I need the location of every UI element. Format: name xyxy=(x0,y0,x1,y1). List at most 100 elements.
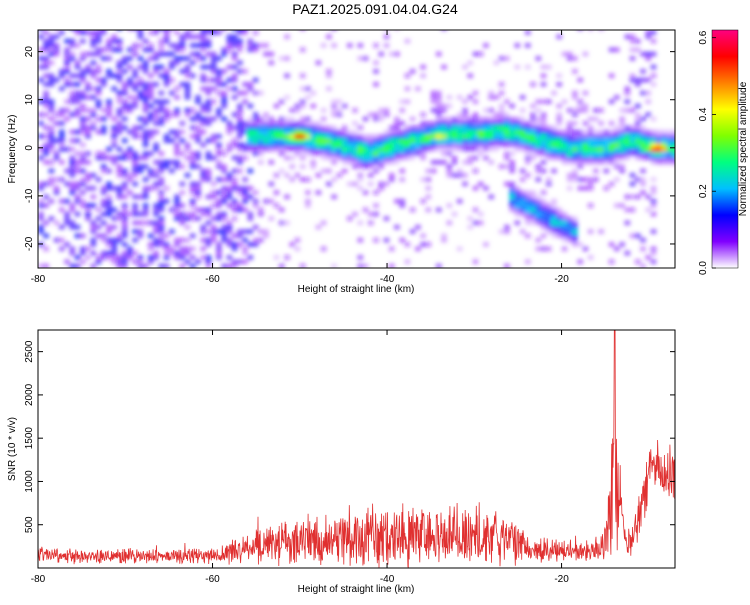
heatmap-cell xyxy=(132,151,138,157)
heatmap-cell xyxy=(179,164,186,169)
heatmap-cell xyxy=(477,138,484,144)
heatmap-cell xyxy=(613,164,620,169)
heatmap-cell xyxy=(488,142,495,148)
heatmap-cell xyxy=(247,146,254,152)
heatmap-cell xyxy=(435,120,442,126)
heatmap-cell xyxy=(572,129,578,135)
heatmap-cell xyxy=(90,107,97,113)
heatmap-cell xyxy=(179,43,186,48)
heatmap-cell xyxy=(551,142,557,148)
heatmap-cell xyxy=(530,216,536,221)
heatmap-cell xyxy=(38,216,44,221)
heatmap-cell xyxy=(320,138,327,144)
heatmap-cell xyxy=(577,164,584,169)
heatmap-cell xyxy=(545,181,552,187)
heatmap-cell xyxy=(184,56,191,61)
heatmap-cell xyxy=(226,255,233,260)
heatmap-cell xyxy=(237,207,243,213)
heatmap-cell xyxy=(545,125,552,131)
heatmap-cell xyxy=(514,203,521,208)
heatmap-cell xyxy=(79,181,86,187)
heatmap-cell xyxy=(383,133,390,139)
heatmap-cell xyxy=(509,133,515,139)
heatmap-cell xyxy=(216,190,222,195)
heatmap-cell xyxy=(446,146,453,152)
heatmap-cell xyxy=(257,211,264,217)
heatmap-cell xyxy=(572,172,578,178)
heatmap-cell xyxy=(111,224,118,230)
heatmap-cell xyxy=(64,51,70,57)
heatmap-cell xyxy=(593,116,599,122)
heatmap-cell xyxy=(189,233,196,239)
heatmap-cell xyxy=(79,142,86,148)
heatmap-cell xyxy=(58,120,65,126)
heatmap-cell xyxy=(477,51,484,57)
y-tick-label: -10 xyxy=(24,188,35,203)
heatmap-cell xyxy=(195,151,201,157)
heatmap-cell xyxy=(53,220,60,226)
heatmap-cell xyxy=(85,246,91,252)
heatmap-cell xyxy=(367,172,374,178)
heatmap-cell xyxy=(577,103,584,109)
heatmap-cell xyxy=(163,68,170,74)
heatmap-cell xyxy=(216,203,222,208)
heatmap-cell xyxy=(64,68,70,74)
heatmap-cell xyxy=(394,129,400,135)
heatmap-cell xyxy=(388,142,395,148)
heatmap-cell xyxy=(90,34,97,40)
heatmap-cell xyxy=(237,242,243,247)
heatmap-cell xyxy=(409,138,416,144)
heatmap-cell xyxy=(174,207,180,213)
heatmap-cell xyxy=(650,211,657,217)
heatmap-cell xyxy=(163,81,170,87)
heatmap-cell xyxy=(142,194,149,200)
heatmap-cell xyxy=(619,120,625,126)
heatmap-cell xyxy=(121,220,128,226)
heatmap-cell xyxy=(509,138,515,144)
heatmap-cell xyxy=(100,250,107,256)
heatmap-cell xyxy=(367,155,374,161)
heatmap-cell xyxy=(38,211,44,217)
heatmap-cell xyxy=(231,125,238,131)
heatmap-cell xyxy=(195,112,201,118)
heatmap-cell xyxy=(48,133,55,139)
heatmap-cell xyxy=(278,168,285,174)
heatmap-cell xyxy=(210,86,217,92)
heatmap-cell xyxy=(430,107,437,113)
heatmap-cell xyxy=(514,129,521,135)
heatmap-cell xyxy=(79,116,86,122)
heatmap-cell xyxy=(43,181,49,187)
heatmap-cell xyxy=(661,138,667,144)
heatmap-cell xyxy=(498,90,505,96)
heatmap-cell xyxy=(216,211,222,217)
heatmap-cell xyxy=(556,207,563,213)
heatmap-cell xyxy=(237,38,243,44)
heatmap-cell xyxy=(420,112,426,118)
heatmap-cell xyxy=(38,56,44,61)
heatmap-cell xyxy=(237,229,243,234)
heatmap-cell xyxy=(572,159,578,165)
heatmap-cell xyxy=(121,138,128,144)
heatmap-cell xyxy=(48,99,55,105)
heatmap-cell xyxy=(645,133,652,139)
heatmap-cell xyxy=(346,159,353,165)
heatmap-cell xyxy=(535,194,542,200)
heatmap-cell xyxy=(168,90,175,96)
heatmap-cell xyxy=(415,138,421,144)
heatmap-cell xyxy=(189,155,196,161)
heatmap-marks xyxy=(38,30,675,268)
heatmap-cell xyxy=(299,125,306,131)
heatmap-cell xyxy=(367,146,374,152)
heatmap-cell xyxy=(142,86,149,92)
heatmap-cell xyxy=(582,146,589,152)
heatmap-cell xyxy=(153,255,159,260)
heatmap-cell xyxy=(163,112,170,118)
heatmap-cell xyxy=(509,129,515,135)
heatmap-cell xyxy=(624,133,631,139)
heatmap-cell xyxy=(74,138,81,144)
heatmap-cell xyxy=(451,129,458,135)
heatmap-cell xyxy=(509,198,515,204)
heatmap-cell xyxy=(69,263,76,268)
heatmap-cell xyxy=(462,138,468,144)
heatmap-cell xyxy=(587,151,594,157)
